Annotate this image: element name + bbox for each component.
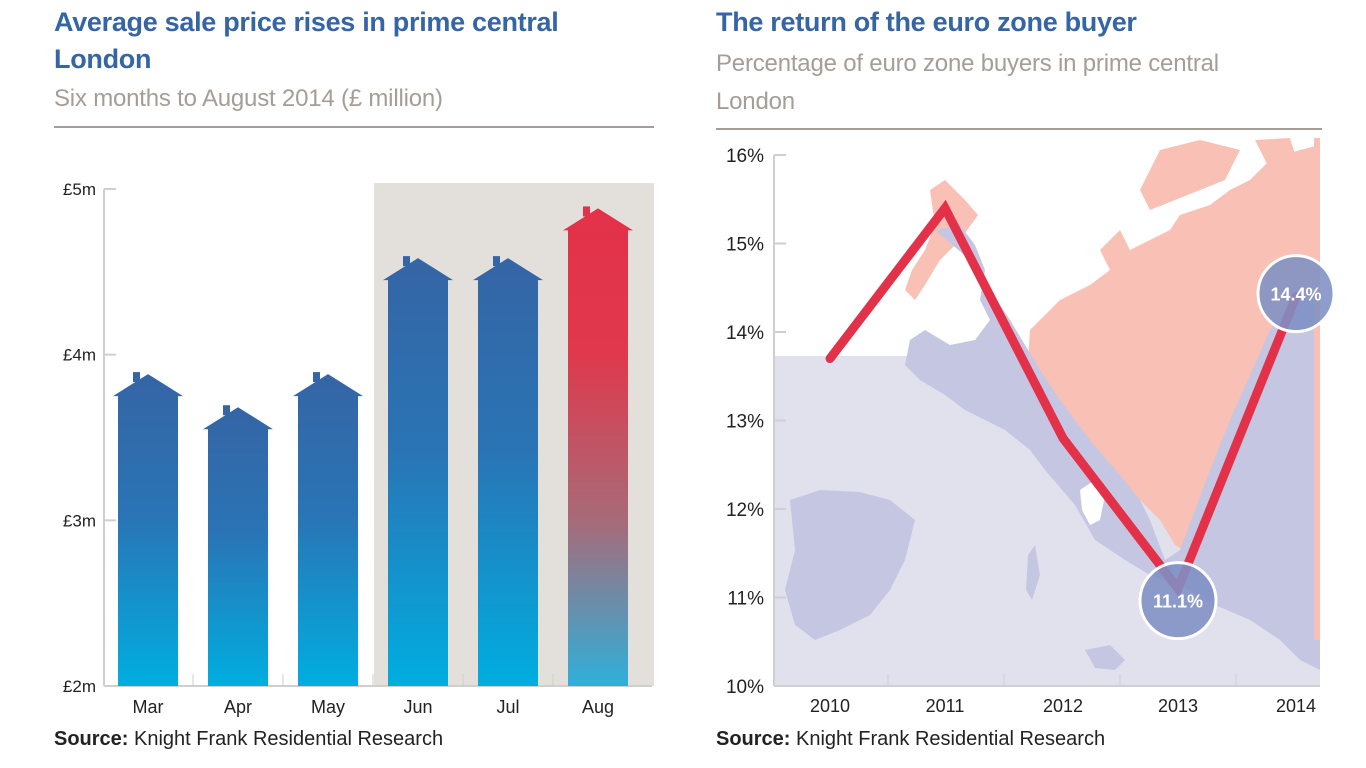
house-bar <box>383 258 453 686</box>
left-y-tick-label: £3m <box>63 511 96 530</box>
left-chart-subtitle: Six months to August 2014 (£ million) <box>54 85 443 112</box>
map-sicily <box>1085 645 1125 670</box>
left-x-label: Apr <box>224 697 252 717</box>
chimney <box>223 405 230 416</box>
right-x-labels: 2010 2011 2012 2013 2014 <box>810 696 1316 716</box>
left-source-label: Source: <box>54 728 129 750</box>
right-y-tick-label: 14% <box>726 323 764 344</box>
left-x-label: May <box>311 697 345 717</box>
right-chart-title: The return of the euro zone buyer <box>716 7 1137 37</box>
left-y-tick-label: £4m <box>63 346 96 365</box>
bar-aug <box>563 206 633 686</box>
chimney <box>403 256 410 267</box>
map-northeast-strip <box>1314 138 1320 640</box>
house-bar <box>563 208 633 686</box>
right-y-axis: 16% 15% 14% 13% 12% 11% 10% <box>726 146 1320 698</box>
right-source-label: Source: <box>716 728 791 750</box>
left-x-labels: Mar Apr May Jun Jul Aug <box>133 697 615 717</box>
euro-buyers-line <box>825 199 1301 598</box>
house-bar <box>293 374 363 686</box>
bar-jul <box>473 256 543 686</box>
chimney <box>493 256 500 267</box>
left-source-note: Source: Knight Frank Residential Researc… <box>54 728 443 751</box>
left-source-text: Knight Frank Residential Research <box>128 728 444 750</box>
left-y-axis: £5m £4m £3m £2m <box>63 180 652 696</box>
bar-jun <box>383 256 453 686</box>
house-bar <box>473 258 543 686</box>
house-bar <box>203 407 273 686</box>
bar-may <box>293 372 363 686</box>
bar-mar <box>113 372 183 686</box>
right-chart-subtitle: Percentage of euro zone buyers in prime … <box>716 50 1219 115</box>
left-x-label: Mar <box>133 697 164 717</box>
left-title-rule <box>54 126 654 128</box>
left-x-label: Jul <box>496 697 519 717</box>
right-x-label: 2014 <box>1276 696 1316 716</box>
right-y-tick-label: 10% <box>726 677 764 698</box>
left-bar-chart: £5m £4m £3m £2m Mar Apr May Jun Jul Aug <box>63 180 654 717</box>
annotation-bubble-2013: 11.1% <box>1138 561 1218 641</box>
bubble-circle <box>1256 254 1336 334</box>
left-chart-panel: Average sale price rises in prime centra… <box>54 0 654 128</box>
map-iberia <box>785 490 915 640</box>
left-chart-title: Average sale price rises in prime centra… <box>54 7 559 74</box>
right-y-tick-label: 15% <box>726 235 764 256</box>
map-scandinavia <box>1140 138 1300 210</box>
annotation-bubble-2014: 14.4% <box>1256 254 1336 334</box>
bar-apr <box>203 405 273 686</box>
right-source-note: Source: Knight Frank Residential Researc… <box>716 728 1105 751</box>
bubble-circle <box>1138 561 1218 641</box>
left-y-tick-label: £5m <box>63 180 96 199</box>
left-bars <box>113 206 633 686</box>
right-x-label: 2013 <box>1158 696 1198 716</box>
right-y-tick-label: 12% <box>726 500 764 521</box>
right-x-label: 2011 <box>926 696 965 716</box>
chimney <box>583 206 590 217</box>
left-y-tick-label: £2m <box>63 677 96 696</box>
right-y-tick-label: 13% <box>726 412 764 433</box>
right-source-text: Knight Frank Residential Research <box>790 728 1106 750</box>
chimney <box>133 372 140 383</box>
right-y-tick-label: 11% <box>727 589 764 610</box>
right-y-tick-label: 16% <box>726 146 764 167</box>
house-bar <box>113 374 183 686</box>
right-x-label: 2010 <box>810 696 850 716</box>
bubble-label: 14.4% <box>1270 285 1321 305</box>
left-x-label: Aug <box>582 697 614 717</box>
left-x-label: Jun <box>403 697 432 717</box>
right-title-rule <box>716 128 1322 130</box>
right-annotations: 11.1% 14.4% <box>1138 254 1336 641</box>
chimney <box>313 372 320 383</box>
map-corsica <box>1026 545 1040 600</box>
right-x-label: 2012 <box>1043 696 1083 716</box>
right-chart-panel: The return of the euro zone buyer Percen… <box>716 0 1322 130</box>
bubble-label: 11.1% <box>1153 592 1203 612</box>
